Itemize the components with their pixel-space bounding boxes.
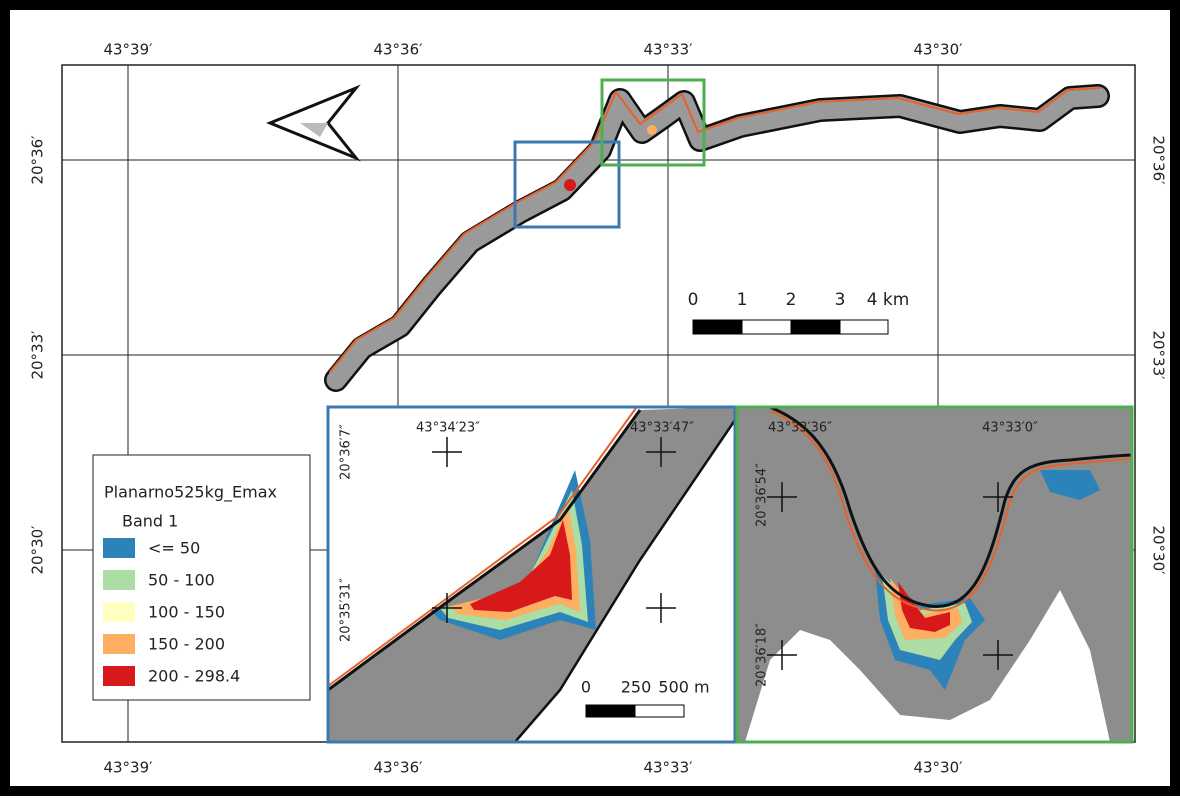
- scale-bar: [693, 320, 888, 334]
- legend-swatch: [103, 602, 135, 622]
- inset-scale-label: 0: [581, 678, 591, 697]
- scale-label: 2: [786, 290, 797, 310]
- bottom-coordinate-label: 43°30′: [913, 759, 963, 777]
- right-coordinate-label: 20°36′: [1150, 135, 1168, 185]
- legend-label: 50 - 100: [148, 571, 215, 590]
- scale-label: 3: [835, 290, 846, 310]
- top-coordinate-label: 43°39′: [103, 41, 153, 59]
- scale-label: 0: [688, 290, 699, 310]
- legend-swatch: [103, 570, 135, 590]
- scale-label: 1: [737, 290, 748, 310]
- legend-subtitle: Band 1: [122, 512, 178, 531]
- legend-label: 100 - 150: [148, 603, 225, 622]
- bottom-coordinate-label: 43°33′: [643, 759, 693, 777]
- inset-left-label: 20°36′18″: [755, 623, 770, 687]
- inset-scale-label: 500 m: [658, 678, 709, 697]
- map-figure: 43°39′ 43°36′ 43°33′ 43°30′ 43°39′ 43°36′ 43°3…: [0, 0, 1180, 796]
- right-coordinate-label: 20°30′: [1150, 525, 1168, 575]
- bottom-coordinate-label: 43°39′: [103, 759, 153, 777]
- inset-left-label: 20°36′7″: [339, 424, 354, 480]
- left-coordinate-label: 20°36′: [29, 135, 47, 185]
- bottom-coordinate-label: 43°36′: [373, 759, 423, 777]
- right-coordinate-label: 20°33′: [1150, 330, 1168, 380]
- inset-top-label: 43°33′47″: [630, 421, 694, 436]
- inset-left-label: 20°35′31″: [339, 578, 354, 642]
- left-coordinate-label: 20°30′: [29, 525, 47, 575]
- legend-label: 200 - 298.4: [148, 667, 240, 686]
- top-coordinate-label: 43°36′: [373, 41, 423, 59]
- scale-label: 4 km: [867, 290, 910, 310]
- top-coordinate-label: 43°30′: [913, 41, 963, 59]
- legend-swatch: [103, 666, 135, 686]
- inset-top-label: 43°33′36″: [768, 421, 832, 436]
- inset-left-label: 20°36′54″: [755, 463, 770, 527]
- legend-label: 150 - 200: [148, 635, 225, 654]
- top-coordinate-label: 43°33′: [643, 41, 693, 59]
- legend-label: <= 50: [148, 539, 200, 558]
- legend-swatch: [103, 634, 135, 654]
- inset-top-label: 43°33′0″: [982, 421, 1038, 436]
- legend-swatch: [103, 538, 135, 558]
- inset-scale-label: 250: [621, 678, 652, 697]
- inset-2: [737, 407, 1132, 742]
- legend-title: Planarno525kg_Emax: [104, 483, 277, 503]
- left-coordinate-label: 20°33′: [29, 330, 47, 380]
- inset-top-label: 43°34′23″: [416, 421, 480, 436]
